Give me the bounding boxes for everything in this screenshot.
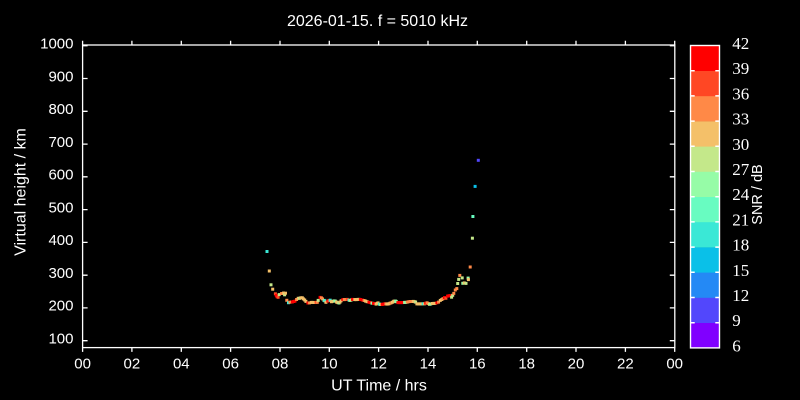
svg-text:04: 04: [173, 356, 190, 373]
svg-text:500: 500: [48, 199, 73, 216]
svg-text:SNR / dB: SNR / dB: [750, 164, 766, 224]
svg-text:42: 42: [732, 34, 749, 53]
svg-text:1000: 1000: [40, 36, 73, 53]
svg-text:UT Time / hrs: UT Time / hrs: [331, 378, 427, 395]
svg-text:20: 20: [568, 356, 585, 373]
svg-text:300: 300: [48, 265, 73, 282]
svg-text:400: 400: [48, 232, 73, 249]
svg-text:02: 02: [124, 356, 141, 373]
svg-text:900: 900: [48, 68, 73, 85]
svg-text:22: 22: [617, 356, 634, 373]
svg-text:200: 200: [48, 298, 73, 315]
svg-text:12: 12: [370, 356, 387, 373]
svg-text:18: 18: [732, 236, 749, 255]
svg-text:00: 00: [666, 356, 683, 373]
svg-text:2026-01-15. f = 5010 kHz: 2026-01-15. f = 5010 kHz: [287, 13, 468, 30]
svg-text:12: 12: [732, 286, 749, 305]
svg-text:36: 36: [732, 84, 749, 103]
svg-text:24: 24: [732, 185, 750, 204]
svg-text:9: 9: [732, 311, 741, 330]
svg-text:06: 06: [222, 356, 239, 373]
svg-text:30: 30: [732, 135, 749, 154]
svg-text:14: 14: [420, 356, 437, 373]
svg-text:00: 00: [74, 356, 91, 373]
svg-text:27: 27: [732, 160, 750, 179]
svg-text:15: 15: [732, 261, 749, 280]
svg-text:33: 33: [732, 110, 749, 129]
svg-text:10: 10: [321, 356, 338, 373]
svg-text:6: 6: [732, 336, 741, 355]
svg-text:39: 39: [732, 59, 749, 78]
svg-text:18: 18: [518, 356, 535, 373]
svg-text:700: 700: [48, 134, 73, 151]
svg-text:600: 600: [48, 167, 73, 184]
svg-text:Virtual height / km: Virtual height / km: [13, 128, 30, 256]
svg-text:21: 21: [732, 210, 749, 229]
svg-text:08: 08: [272, 356, 289, 373]
svg-text:100: 100: [48, 331, 73, 348]
svg-text:16: 16: [469, 356, 486, 373]
svg-text:800: 800: [48, 101, 73, 118]
